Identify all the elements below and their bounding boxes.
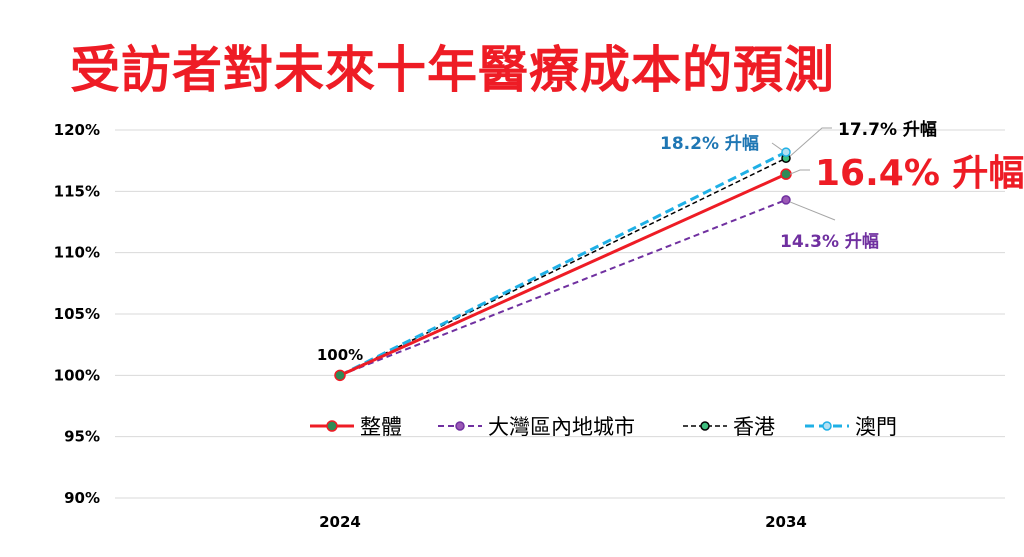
leader-line-total — [789, 169, 810, 175]
legend-label-2: 香港 — [733, 415, 775, 439]
legend-marker-2 — [700, 421, 710, 431]
chart-title: 受訪者對未來十年醫療成本的預測 — [70, 41, 835, 99]
y-tick-label: 95% — [64, 428, 100, 446]
series-point-1 — [781, 195, 791, 205]
y-tick-label: 120% — [54, 121, 100, 139]
y-tick-label: 115% — [54, 182, 100, 200]
legend-marker-3 — [822, 421, 832, 431]
y-tick-label: 110% — [54, 244, 100, 262]
x-tick-label: 2034 — [765, 513, 807, 531]
x-axis-ticks: 2024 2034 — [319, 513, 807, 531]
legend-label-3: 澳門 — [855, 415, 897, 439]
legend-marker-0 — [326, 420, 338, 432]
legend-marker-1 — [455, 421, 465, 431]
series-lines — [334, 147, 792, 382]
leader-line-hk — [789, 127, 832, 157]
y-axis-ticks: 90% 95% 100% 105% 110% 115% 120% — [54, 121, 100, 507]
leader-line-macau — [771, 142, 783, 151]
series-point-0 — [334, 369, 346, 382]
data-label-total: 16.4% 升幅 — [815, 153, 1024, 194]
gridlines — [115, 129, 1005, 499]
data-label-hk: 17.7% 升幅 — [838, 119, 937, 140]
data-labels: 100% 16.4% 升幅 14.3% 升幅 17.7% 升幅 18.2% 升幅 — [317, 119, 1024, 364]
series-line-1 — [339, 198, 787, 377]
data-label-macau: 18.2% 升幅 — [660, 133, 759, 154]
y-tick-label: 90% — [64, 489, 100, 507]
x-tick-label: 2024 — [319, 513, 361, 531]
series-line-3 — [339, 150, 787, 377]
series-point-3 — [781, 147, 791, 157]
data-label-gba: 14.3% 升幅 — [780, 231, 879, 252]
series-point-0 — [780, 168, 792, 180]
series-line-2 — [339, 157, 787, 377]
y-tick-label: 100% — [54, 366, 100, 384]
legend: 整體 大灣區內地城市 香港 澳門 — [310, 415, 897, 439]
legend-label-1: 大灣區內地城市 — [488, 415, 635, 439]
leader-line-gba — [789, 201, 836, 221]
data-label-start: 100% — [317, 346, 363, 364]
y-tick-label: 105% — [54, 305, 100, 323]
series-line-0 — [339, 172, 787, 377]
legend-label-0: 整體 — [360, 415, 402, 439]
